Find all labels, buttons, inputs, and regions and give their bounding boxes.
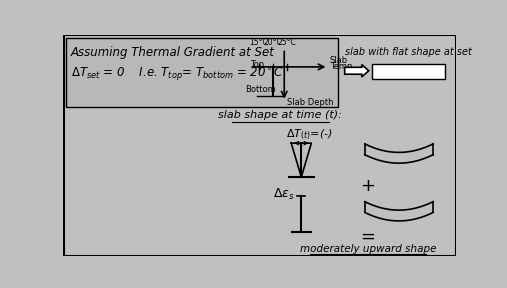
Text: Temp.: Temp. [330,62,355,71]
Text: =: = [360,227,376,245]
Text: $\Delta T_{set}$ = 0    I.e. $T_{top}$= $T_{bottom}$ = 20$^\circ$C: $\Delta T_{set}$ = 0 I.e. $T_{top}$= $T_… [71,66,284,83]
Text: moderately upward shape: moderately upward shape [300,244,436,254]
Text: slab with flat shape at set: slab with flat shape at set [345,47,472,57]
Text: Slab: Slab [330,56,348,65]
Text: Bottom: Bottom [245,85,275,94]
Text: 15°C: 15°C [249,37,268,47]
Text: Slab Depth: Slab Depth [286,98,333,107]
Text: Assuming Thermal Gradient at Set: Assuming Thermal Gradient at Set [71,46,275,59]
Text: +: + [360,177,376,195]
Text: Top: Top [250,60,264,69]
Text: slab shape at time (t):: slab shape at time (t): [219,111,342,120]
FancyBboxPatch shape [372,64,445,79]
FancyArrow shape [345,65,369,77]
Text: 25°C: 25°C [277,37,296,47]
Text: 20°C: 20°C [263,37,282,47]
Text: $\Delta T_{(t)}$=(-): $\Delta T_{(t)}$=(-) [286,127,333,142]
FancyBboxPatch shape [66,38,338,107]
Text: $\Delta\varepsilon_s$: $\Delta\varepsilon_s$ [273,187,295,202]
